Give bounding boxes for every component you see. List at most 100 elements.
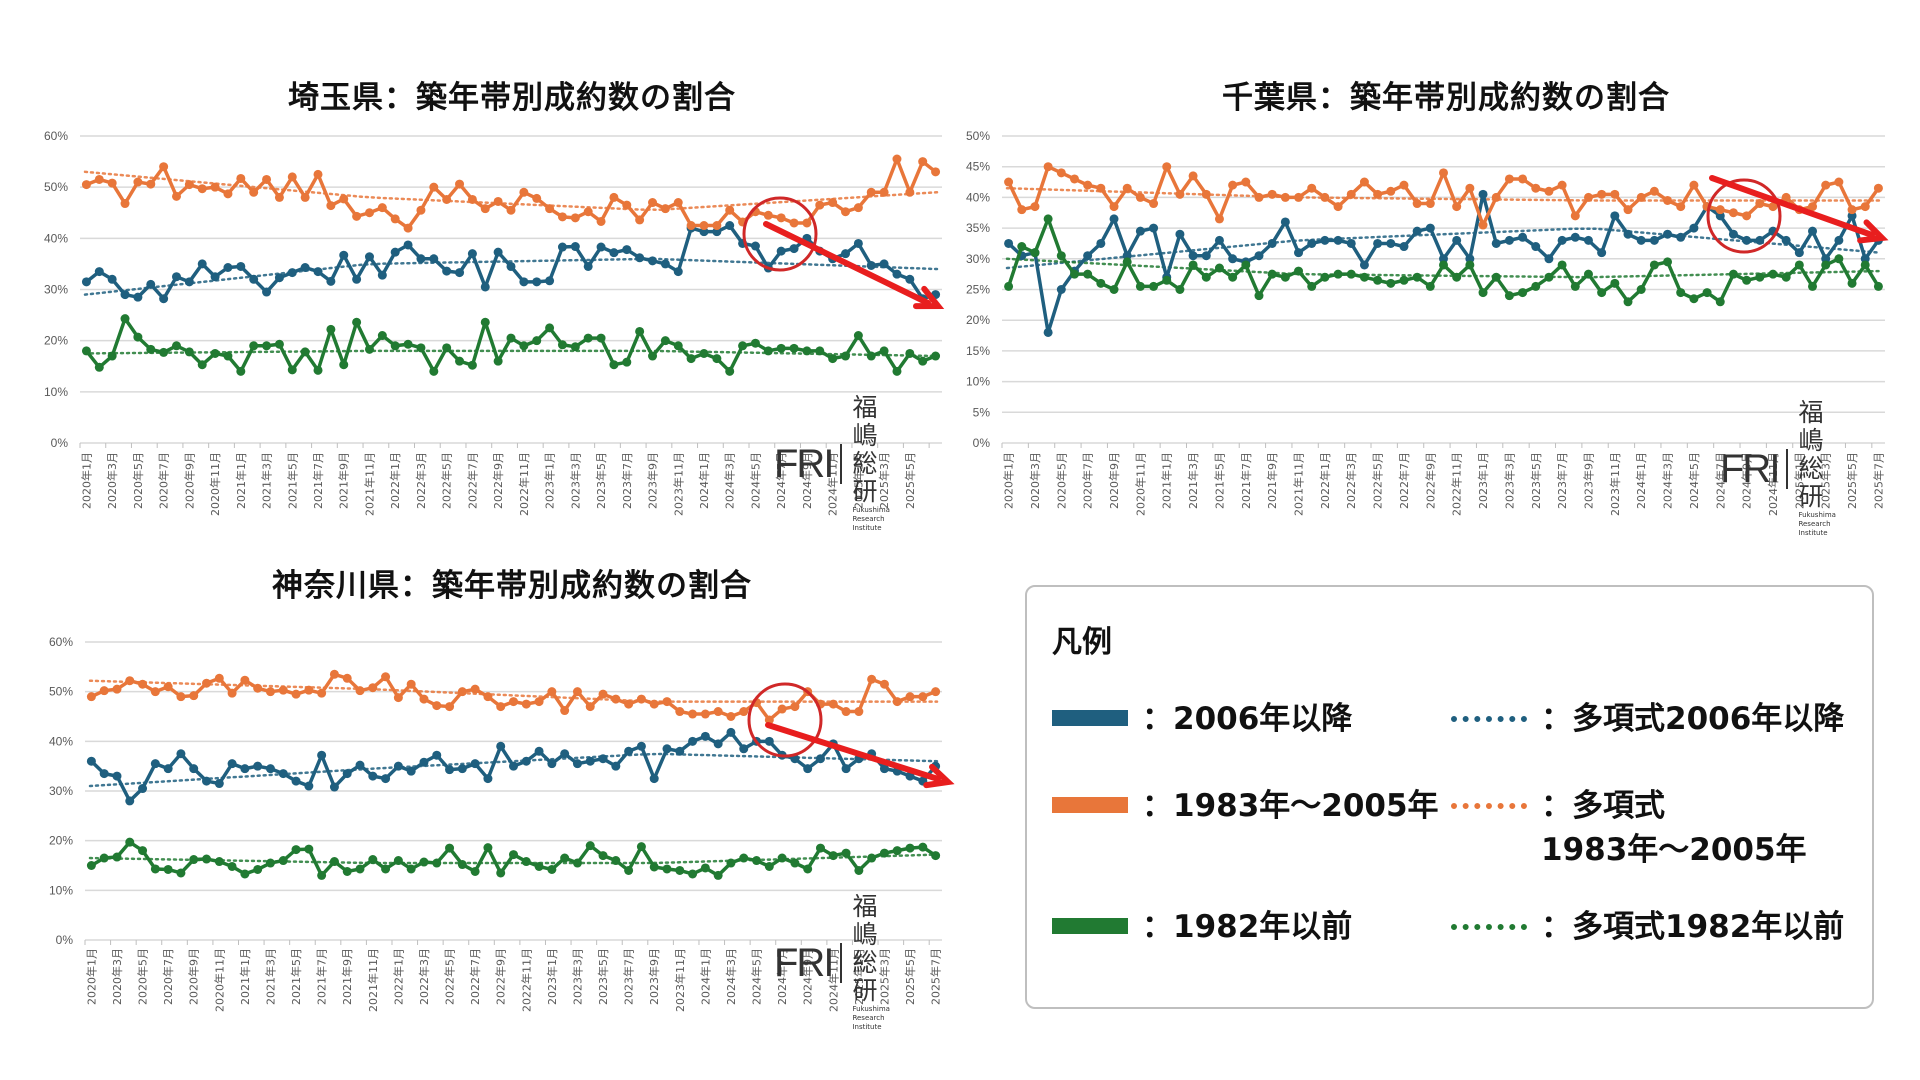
fri-name-jp: 福嶋総研 (852, 892, 881, 1005)
x-tick-label: 2023年5月 (594, 452, 608, 509)
y-tick-label: 60% (49, 635, 73, 649)
x-tick-label: 2022年11月 (1450, 452, 1464, 516)
x-tick-label: 2024年5月 (750, 948, 764, 1005)
y-tick-label: 0% (56, 933, 74, 947)
x-tick-label: 2021年7月 (311, 452, 325, 509)
x-tick-label: 2021年3月 (263, 948, 277, 1005)
x-tick-label: 2021年11月 (366, 948, 380, 1012)
fri-mark: FRI (1720, 448, 1789, 489)
trendline (83, 257, 939, 296)
y-tick-label: 0% (51, 436, 69, 450)
x-tick-label: 2023年3月 (570, 948, 584, 1005)
x-tick-label: 2024年9月 (800, 452, 814, 509)
x-tick-label: 2021年1月 (234, 452, 248, 509)
y-tick-label: 25% (966, 283, 990, 297)
legend-label: ：2006年以降 (1142, 701, 1353, 737)
legend-item-2006-trend: ：多項式2006年以降 (1451, 697, 1844, 741)
x-tick-label: 2022年5月 (443, 948, 457, 1005)
x-tick-label: 2023年1月 (545, 948, 559, 1005)
x-tick-label: 2025年1月 (1792, 452, 1806, 509)
x-tick-label: 2021年9月 (1265, 452, 1279, 509)
x-tick-label: 2025年7月 (929, 948, 943, 1005)
y-tick-label: 30% (966, 252, 990, 266)
x-tick-label: 2025年3月 (877, 948, 891, 1005)
legend-item-1982-solid: ：1982年以前 (1052, 905, 1352, 949)
y-tick-label: 60% (44, 129, 68, 143)
x-tick-label: 2024年7月 (774, 452, 788, 509)
down-arrow-icon (1709, 175, 1875, 238)
x-tick-label: 2025年5月 (903, 452, 917, 509)
x-tick-label: 2021年11月 (362, 452, 376, 516)
y-tick-label: 50% (44, 180, 68, 194)
x-tick-label: 2024年1月 (697, 452, 711, 509)
highlight-circle (742, 196, 818, 272)
x-tick-label: 2020年1月 (79, 452, 93, 509)
fri-name-en: Fukushima Research Institute (852, 1005, 890, 1031)
x-tick-label: 2022年3月 (1344, 452, 1358, 509)
x-tick-label: 2020年9月 (187, 948, 201, 1005)
x-tick-label: 2020年7月 (161, 948, 175, 1005)
kanagawa-chart-title: 神奈川県：築年帯別成約数の割合 (272, 568, 752, 604)
legend-swatch-solid (1052, 918, 1128, 934)
x-tick-label: 2022年1月 (388, 452, 402, 509)
x-tick-label: 2022年9月 (494, 948, 508, 1005)
series-line (1004, 214, 1883, 307)
x-tick-label: 2021年1月 (238, 948, 252, 1005)
fri-name-jp: 福嶋総研 (852, 393, 881, 506)
x-tick-label: 2020年5月 (136, 948, 150, 1005)
x-tick-label: 2023年11月 (673, 948, 687, 1012)
x-tick-label: 2024年11月 (1766, 452, 1780, 516)
x-tick-label: 2025年5月 (1845, 452, 1859, 509)
x-tick-label: 2021年9月 (340, 948, 354, 1005)
x-tick-label: 2020年3月 (105, 452, 119, 509)
highlight-circle (1706, 178, 1782, 254)
x-tick-label: 2024年11月 (826, 948, 840, 1012)
legend-panel: 凡例 ：2006年以降 ：多項式2006年以降 ：1983年～2005年 ：多項… (1025, 585, 1874, 1009)
x-tick-label: 2022年5月 (1371, 452, 1385, 509)
fri-name-jp: 福嶋総研 (1798, 398, 1827, 511)
x-tick-label: 2025年5月 (903, 948, 917, 1005)
trendline (83, 170, 939, 211)
series-line (81, 221, 941, 304)
x-tick-label: 2022年7月 (468, 948, 482, 1005)
legend-swatch-solid (1052, 710, 1128, 726)
y-tick-label: 0% (973, 436, 991, 450)
x-tick-label: 2024年7月 (775, 948, 789, 1005)
x-tick-label: 2023年9月 (647, 948, 661, 1005)
x-tick-label: 2021年1月 (1160, 452, 1174, 509)
series-line (86, 837, 941, 880)
down-arrow-icon (765, 722, 941, 782)
y-tick-label: 5% (973, 405, 991, 419)
y-tick-label: 30% (49, 784, 73, 798)
x-tick-label: 2022年1月 (1318, 452, 1332, 509)
legend-label: ：1983年～2005年 (1142, 788, 1439, 824)
x-tick-label: 2020年9月 (1107, 452, 1121, 509)
fri-mark: FRI (774, 443, 843, 484)
x-tick-label: 2023年11月 (1608, 452, 1622, 516)
fri-logo: FRI 福嶋総研 Fukushima Research Institute (774, 394, 890, 533)
x-tick-label: 2023年1月 (543, 452, 557, 509)
legend-swatch-solid (1052, 797, 1128, 813)
down-arrow-icon (763, 221, 931, 306)
x-tick-label: 2022年9月 (1423, 452, 1437, 509)
legend-item-2006-solid: ：2006年以降 (1052, 697, 1352, 741)
x-tick-label: 2020年5月 (131, 452, 145, 509)
x-tick-label: 2025年3月 (877, 452, 891, 509)
legend-title: 凡例 (1052, 625, 1112, 660)
x-tick-label: 2025年1月 (851, 452, 865, 509)
x-tick-label: 2022年7月 (1397, 452, 1411, 509)
x-tick-label: 2020年1月 (1002, 452, 1016, 509)
x-tick-label: 2021年9月 (337, 452, 351, 509)
legend-swatch-dotted (1451, 924, 1527, 930)
series-line (81, 154, 941, 233)
x-tick-label: 2024年3月 (1661, 452, 1675, 509)
legend-swatch-dotted (1451, 716, 1527, 722)
fri-logo: FRI 福嶋総研 Fukushima Research Institute (1720, 399, 1836, 538)
y-tick-label: 20% (966, 313, 990, 327)
x-tick-label: 2022年7月 (465, 452, 479, 509)
x-tick-label: 2023年1月 (1476, 452, 1490, 509)
x-tick-label: 2024年11月 (826, 452, 840, 516)
y-tick-label: 40% (966, 190, 990, 204)
y-tick-label: 10% (44, 385, 68, 399)
